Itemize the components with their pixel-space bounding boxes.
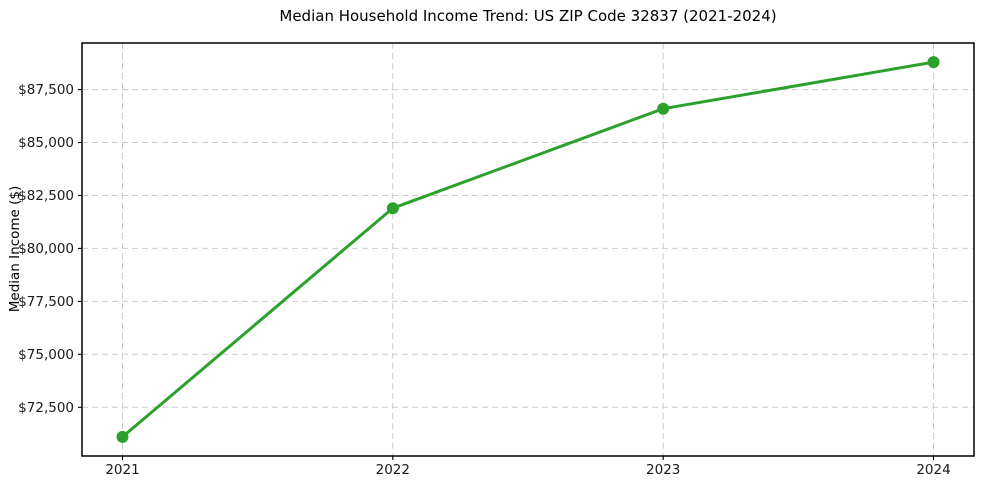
y-tick-label: $77,500 [18,294,74,310]
x-tick-label: 2024 [916,462,950,478]
x-gridlines [122,43,934,456]
x-tick-label: 2022 [376,462,410,478]
y-tick-label: $82,500 [18,188,74,204]
x-tick-label: 2023 [646,462,680,478]
data-points [116,56,940,443]
plot-frame [81,42,975,457]
chart-title: Median Household Income Trend: US ZIP Co… [279,7,777,25]
x-tick-label: 2021 [105,462,139,478]
data-point [927,56,940,69]
y-axis-ticks: $72,500 $75,000 $77,500 $80,000 $82,500 $85,0… [18,82,82,416]
y-tick-label: $85,000 [18,135,74,151]
y-tick-label: $75,000 [18,347,74,363]
y-gridlines [82,89,974,408]
x-axis-ticks: 2021 2022 2023 2024 [105,456,951,478]
y-tick-label: $72,500 [18,400,74,416]
data-line [121,60,935,439]
data-point [386,202,399,215]
data-point [116,430,129,443]
data-point [657,102,670,115]
y-tick-label: $87,500 [18,82,74,98]
y-tick-label: $80,000 [18,241,74,257]
